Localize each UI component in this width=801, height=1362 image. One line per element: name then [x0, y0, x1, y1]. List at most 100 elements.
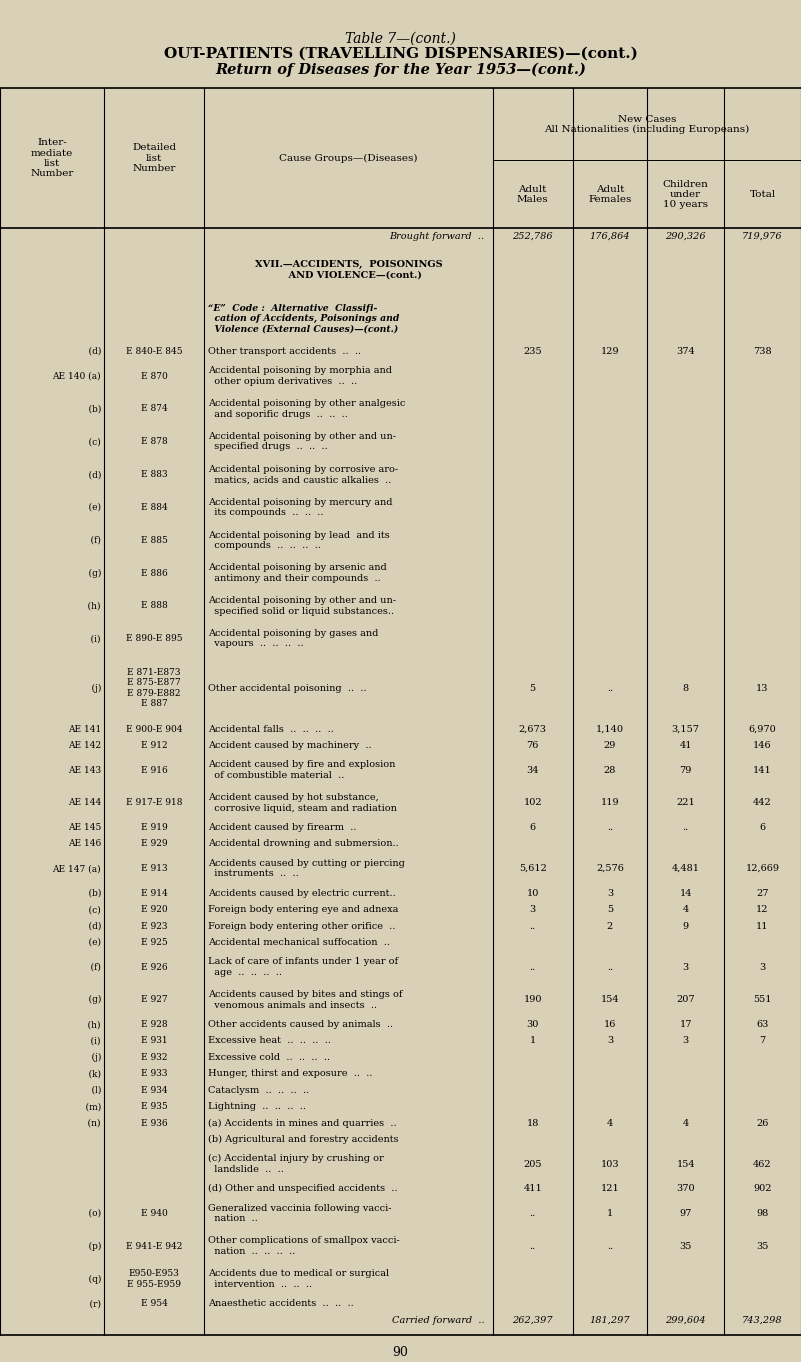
Text: 35: 35	[679, 1242, 692, 1250]
Text: AE 144: AE 144	[67, 798, 101, 808]
Text: 30: 30	[526, 1020, 539, 1030]
Text: Lightning  ..  ..  ..  ..: Lightning .. .. .. ..	[208, 1102, 306, 1111]
Text: 28: 28	[604, 765, 616, 775]
Text: E 932: E 932	[141, 1053, 167, 1062]
Text: E 931: E 931	[141, 1036, 167, 1046]
Text: Accident caused by firearm  ..: Accident caused by firearm ..	[208, 823, 356, 832]
Text: E 936: E 936	[141, 1118, 167, 1128]
Text: 17: 17	[679, 1020, 692, 1030]
Text: Accidental poisoning by lead  and its
  compounds  ..  ..  ..  ..: Accidental poisoning by lead and its com…	[208, 531, 390, 550]
Text: New Cases
All Nationalities (including Europeans): New Cases All Nationalities (including E…	[544, 114, 750, 135]
Text: 26: 26	[756, 1118, 769, 1128]
Text: 11: 11	[756, 922, 769, 930]
Text: E 917-E 918: E 917-E 918	[126, 798, 183, 808]
Text: ..: ..	[529, 1209, 536, 1218]
Text: 6: 6	[529, 823, 536, 832]
Text: Accidental mechanical suffocation  ..: Accidental mechanical suffocation ..	[208, 938, 390, 947]
Text: E 916: E 916	[141, 765, 167, 775]
Text: 27: 27	[756, 889, 769, 898]
Text: (e): (e)	[77, 938, 101, 947]
Text: (e): (e)	[77, 503, 101, 512]
Text: E 919: E 919	[141, 823, 167, 832]
Text: 4: 4	[682, 906, 689, 914]
Text: 299,604: 299,604	[666, 1316, 706, 1324]
Text: 462: 462	[753, 1159, 772, 1169]
Text: ..: ..	[607, 1242, 613, 1250]
Text: Inter-
mediate
list
Number: Inter- mediate list Number	[30, 139, 74, 178]
Text: E 940: E 940	[141, 1209, 167, 1218]
Text: OUT-PATIENTS (TRAVELLING DISPENSARIES)—(cont.): OUT-PATIENTS (TRAVELLING DISPENSARIES)—(…	[163, 46, 638, 60]
Text: Detailed
list
Number: Detailed list Number	[132, 143, 176, 173]
Text: 121: 121	[601, 1184, 619, 1193]
Text: E 929: E 929	[141, 839, 167, 849]
Text: 902: 902	[753, 1184, 772, 1193]
Text: 252,786: 252,786	[513, 232, 553, 241]
Text: Accidental poisoning by corrosive aro-
  matics, acids and caustic alkalies  ..: Accidental poisoning by corrosive aro- m…	[208, 464, 398, 485]
Text: E 923: E 923	[141, 922, 167, 930]
Text: 9: 9	[682, 922, 689, 930]
Text: 18: 18	[526, 1118, 539, 1128]
Text: E 840-E 845: E 840-E 845	[126, 347, 183, 355]
Text: (g): (g)	[77, 996, 101, 1005]
Text: 129: 129	[601, 347, 619, 355]
Text: ..: ..	[607, 823, 613, 832]
Text: Accidental poisoning by mercury and
  its compounds  ..  ..  ..: Accidental poisoning by mercury and its …	[208, 497, 392, 518]
Text: Cataclysm  ..  ..  ..  ..: Cataclysm .. .. .. ..	[208, 1086, 309, 1095]
Text: 8: 8	[682, 684, 689, 692]
Text: 290,326: 290,326	[666, 232, 706, 241]
Text: Accidental falls  ..  ..  ..  ..: Accidental falls .. .. .. ..	[208, 725, 334, 734]
Text: Accidental poisoning by other and un-
  specified drugs  ..  ..  ..: Accidental poisoning by other and un- sp…	[208, 432, 396, 451]
Text: E 927: E 927	[141, 996, 167, 1004]
Text: 141: 141	[753, 765, 772, 775]
Text: 102: 102	[523, 798, 542, 808]
Text: Adult
Females: Adult Females	[588, 185, 632, 204]
Text: 3: 3	[607, 889, 613, 898]
Text: Brought forward  ..: Brought forward ..	[389, 232, 485, 241]
Text: Accidents caused by cutting or piercing
  instruments  ..  ..: Accidents caused by cutting or piercing …	[208, 859, 405, 878]
Text: 1: 1	[529, 1036, 536, 1046]
Text: (i): (i)	[79, 1036, 101, 1046]
Text: Accidental poisoning by other and un-
  specified solid or liquid substances..: Accidental poisoning by other and un- sp…	[208, 597, 396, 616]
Text: 5: 5	[607, 906, 613, 914]
Text: E 884: E 884	[141, 503, 167, 512]
Text: E950-E953
E 955-E959: E950-E953 E 955-E959	[127, 1269, 181, 1288]
Text: 35: 35	[756, 1242, 769, 1250]
Text: Accidents caused by electric current..: Accidents caused by electric current..	[208, 889, 396, 898]
Text: E 900-E 904: E 900-E 904	[126, 725, 183, 734]
Text: 1: 1	[607, 1209, 613, 1218]
Text: 3: 3	[607, 1036, 613, 1046]
Text: 79: 79	[679, 765, 692, 775]
Text: E 914: E 914	[141, 889, 167, 898]
Text: 154: 154	[676, 1159, 695, 1169]
Text: E 934: E 934	[141, 1086, 167, 1095]
Text: 12,669: 12,669	[746, 864, 779, 873]
Text: XVII.—ACCIDENTS,  POISONINGS
    AND VIOLENCE—(cont.): XVII.—ACCIDENTS, POISONINGS AND VIOLENCE…	[255, 260, 442, 279]
Text: Other complications of smallpox vacci-
  nation  ..  ..  ..  ..: Other complications of smallpox vacci- n…	[208, 1237, 400, 1256]
Text: (o): (o)	[77, 1209, 101, 1218]
Text: Carried forward  ..: Carried forward ..	[392, 1316, 485, 1324]
Text: Other accidental poisoning  ..  ..: Other accidental poisoning .. ..	[208, 684, 367, 692]
Text: Accidental poisoning by arsenic and
  antimony and their compounds  ..: Accidental poisoning by arsenic and anti…	[208, 564, 387, 583]
Text: 2,576: 2,576	[596, 864, 624, 873]
Text: 370: 370	[676, 1184, 695, 1193]
Text: (b): (b)	[77, 889, 101, 898]
Text: Hunger, thirst and exposure  ..  ..: Hunger, thirst and exposure .. ..	[208, 1069, 372, 1079]
Text: 5: 5	[529, 684, 536, 692]
Text: E 912: E 912	[141, 741, 167, 750]
Text: 5,612: 5,612	[519, 864, 546, 873]
Text: ..: ..	[529, 922, 536, 930]
Text: AE 143: AE 143	[68, 765, 101, 775]
Text: 190: 190	[523, 996, 542, 1004]
Text: Return of Diseases for the Year 1953—(cont.): Return of Diseases for the Year 1953—(co…	[215, 63, 586, 78]
Text: Excessive heat  ..  ..  ..  ..: Excessive heat .. .. .. ..	[208, 1036, 332, 1046]
Text: Accidental poisoning by other analgesic
  and soporific drugs  ..  ..  ..: Accidental poisoning by other analgesic …	[208, 399, 405, 418]
Text: ..: ..	[607, 963, 613, 971]
Text: Accident caused by hot substance,
  corrosive liquid, steam and radiation: Accident caused by hot substance, corros…	[208, 793, 397, 813]
Text: Accidents due to medical or surgical
  intervention  ..  ..  ..: Accidents due to medical or surgical int…	[208, 1269, 389, 1288]
Text: E 925: E 925	[141, 938, 167, 947]
Text: E 933: E 933	[141, 1069, 167, 1079]
Text: 551: 551	[753, 996, 772, 1004]
Text: 374: 374	[676, 347, 695, 355]
Text: 3: 3	[682, 1036, 689, 1046]
Text: Generalized vaccinia following vacci-
  nation  ..: Generalized vaccinia following vacci- na…	[208, 1204, 392, 1223]
